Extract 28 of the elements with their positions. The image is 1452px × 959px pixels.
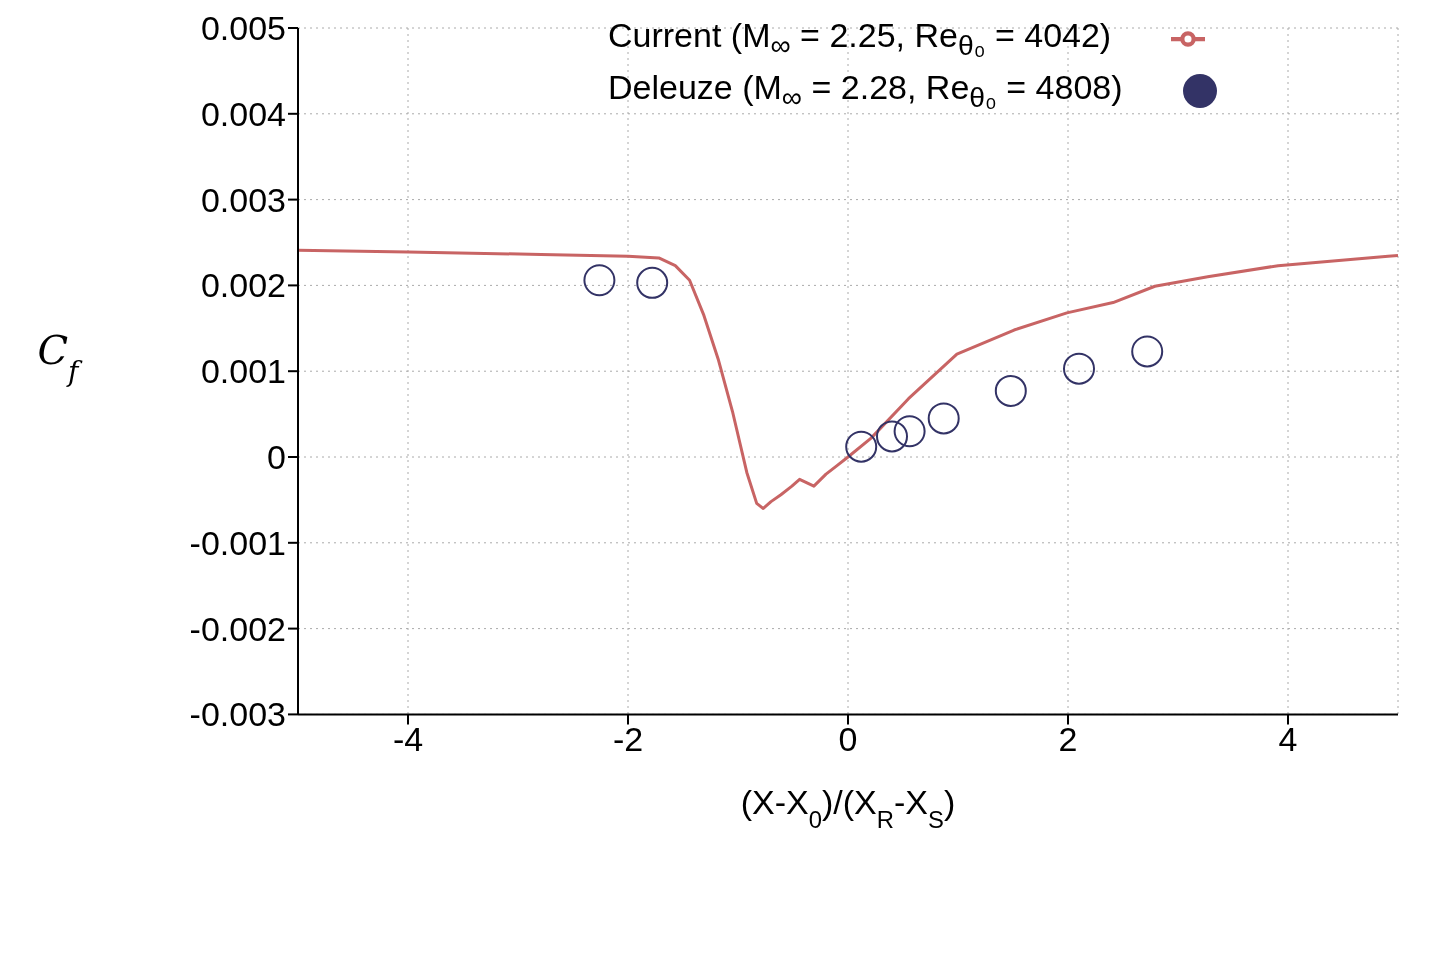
- x-tick-label: -4: [392, 719, 424, 758]
- point: [845, 430, 878, 463]
- x-tick-label: 4: [1278, 719, 1298, 758]
- point: [1063, 352, 1095, 385]
- x-tick-label: -2: [612, 719, 644, 758]
- x-tick-label: 0: [838, 719, 858, 758]
- point: [876, 420, 908, 453]
- point: [994, 374, 1027, 407]
- y-tick-label: 0.001: [200, 352, 286, 391]
- x-tick-label: 2: [1058, 719, 1078, 758]
- point: [1131, 335, 1164, 368]
- y-tick-label: -0.002: [189, 609, 286, 648]
- y-tick-label: -0.001: [189, 523, 286, 562]
- legend-label: Deleuze (M$_{∞}$ = 2.28, Re$_{θ₀}$ = 4808): [608, 67, 1123, 113]
- line-series: [298, 248, 1398, 510]
- y-tick-label: 0: [267, 438, 286, 477]
- point: [927, 402, 960, 435]
- legend-label: Current (M$_{∞}$ = 2.25, Re$_{θ₀}$ = 4042): [608, 16, 1112, 61]
- y-tick-label: 0.004: [200, 94, 286, 133]
- x-axis-title: (X-X$_{0}$)/(X$_{R}$-X$_{S}$): [740, 783, 956, 833]
- y-tick-label: -0.003: [189, 695, 286, 734]
- y-tick-label: 0.003: [200, 180, 286, 219]
- y-tick-label: 0.005: [200, 9, 286, 48]
- point: [893, 415, 926, 448]
- y-tick-label: 0.002: [200, 266, 286, 305]
- point: [636, 266, 669, 299]
- point: [583, 264, 616, 297]
- y-axis-title: C$_{f}$: [37, 327, 84, 388]
